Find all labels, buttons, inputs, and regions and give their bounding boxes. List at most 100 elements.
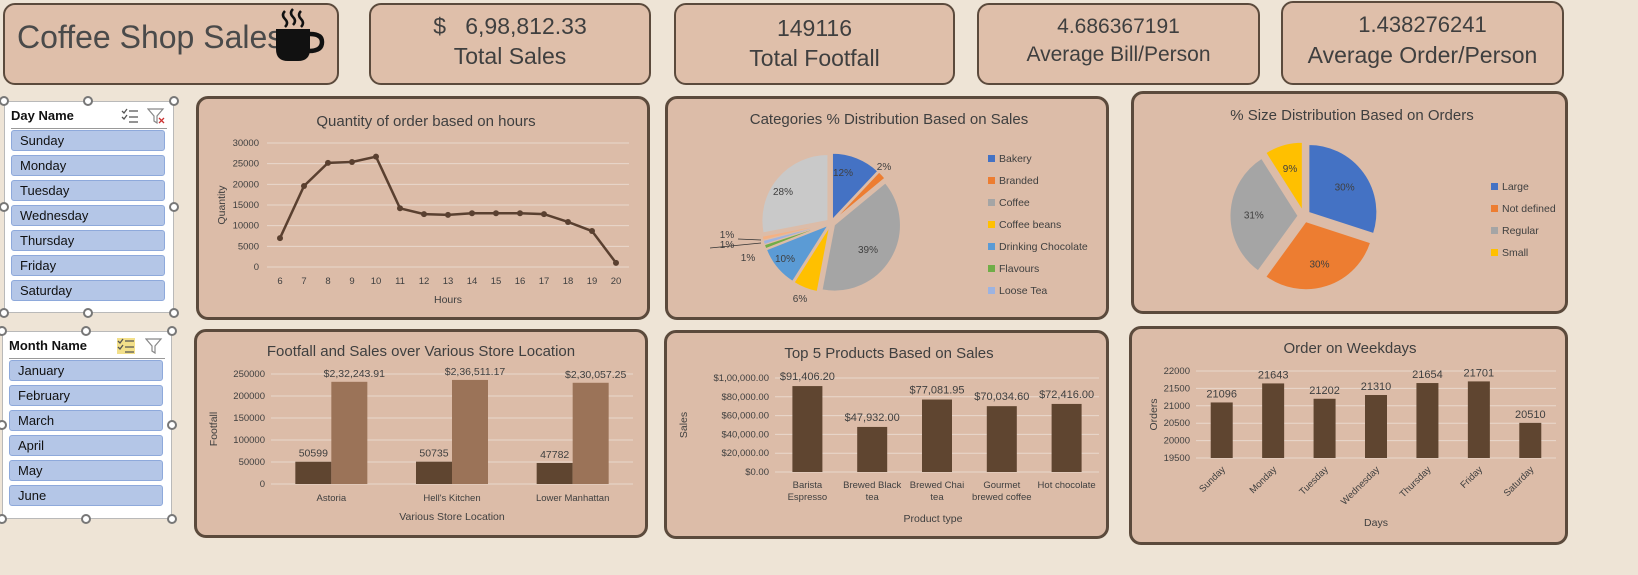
clear-filter-icon[interactable] [145,338,163,354]
resize-handle[interactable] [81,514,91,524]
slicer-divider [11,128,167,129]
slicer-item-friday[interactable]: Friday [11,255,165,276]
clear-filter-icon[interactable] [147,108,165,124]
data-label: 21202 [1309,385,1340,397]
pie-slice [821,182,901,292]
day-name-slicer[interactable]: Day Name Sunday Monday Tuesday Wednesday… [4,101,174,313]
slicer-item-january[interactable]: January [9,360,163,381]
x-tick-label: Tuesday [1297,464,1330,497]
slicer-item-sunday[interactable]: Sunday [11,130,165,151]
slicer-item-wednesday[interactable]: Wednesday [11,205,165,226]
data-label: 21654 [1412,369,1443,381]
resize-handle[interactable] [0,308,9,318]
slicer-item-february[interactable]: February [9,385,163,406]
x-tick-label: 7 [301,276,306,287]
bar [1313,398,1336,458]
y-tick-label: 150000 [233,413,265,424]
kpi-value: 4.686367191 [1057,15,1180,38]
y-tick-label: $60,000.00 [721,411,769,422]
legend-swatch [988,287,995,294]
y-tick-label: 21500 [1164,383,1190,394]
y-tick-label: 20500 [1164,418,1190,429]
x-tick-label: 12 [419,276,430,287]
data-label: 10% [775,254,795,265]
data-label: 28% [773,187,793,198]
resize-handle[interactable] [0,514,7,524]
slicer-item-march[interactable]: March [9,410,163,431]
chart-title: Order on Weekdays [1283,340,1416,357]
slicer-title: Month Name [9,338,87,353]
resize-handle[interactable] [167,326,177,336]
data-label: 20510 [1515,409,1546,421]
slicer-item-thursday[interactable]: Thursday [11,230,165,251]
bar [1467,381,1490,458]
resize-handle[interactable] [83,308,93,318]
bar [857,426,888,472]
y-tick-label: 5000 [238,241,259,252]
resize-handle[interactable] [0,96,9,106]
pie-slice [833,171,886,221]
legend-swatch [988,199,995,206]
slicer-item-monday[interactable]: Monday [11,155,165,176]
x-tick-label: 8 [325,276,330,287]
y-tick-label: 100000 [233,435,265,446]
data-label: 50599 [299,448,328,460]
x-axis-title: Hours [434,294,462,306]
x-tick-label: Friday [1459,464,1486,491]
slicer-item-tuesday[interactable]: Tuesday [11,180,165,201]
y-tick-label: 25000 [233,159,259,170]
resize-handle[interactable] [167,514,177,524]
resize-handle[interactable] [0,202,9,212]
locations-bar-chart-panel: Footfall and Sales over Various Store Lo… [194,329,648,538]
data-point [301,182,307,189]
data-point [397,205,403,212]
legend-label: Loose Tea [999,285,1047,297]
slicer-item-april[interactable]: April [9,435,163,456]
y-axis-title: Orders [1148,398,1160,430]
title-card: Coffee Shop Sales [3,3,339,85]
x-axis-title: Product type [904,513,963,525]
legend-label: Large [1502,181,1529,193]
legend-label: Branded [999,175,1039,187]
kpi-label: Average Bill/Person [1026,43,1211,67]
legend-label: Not defined [1502,203,1556,215]
data-label: 21643 [1258,369,1289,381]
month-name-slicer[interactable]: Month Name January February March April … [2,331,172,519]
pie-slice [1265,221,1372,291]
resize-handle[interactable] [83,96,93,106]
resize-handle[interactable] [0,420,7,430]
multi-select-icon[interactable] [121,108,139,124]
resize-handle[interactable] [81,326,91,336]
x-tick-label: Hell's Kitchen [423,493,480,504]
slicer-item-june[interactable]: June [9,485,163,506]
kpi-value: 149116 [776,15,853,41]
weekdays-bar-chart: Order on Weekdays 19500 20000 20500 21000 215… [1148,340,1556,529]
data-label: $91,406.20 [780,371,835,383]
resize-handle[interactable] [169,96,179,106]
y-tick-label: $1,00,000.00 [714,373,769,384]
bar [1262,383,1285,458]
bar [986,406,1017,472]
hours-line-chart-panel: Quantity of order based on hours 0 5000 100… [196,96,650,320]
y-tick-label: 21000 [1164,401,1190,412]
data-label: 30% [1335,182,1355,193]
data-label: 31% [1244,210,1264,221]
sizes-pie-chart: % Size Distribution Based on Orders 30% 30… [1229,107,1556,291]
legend-swatch [1491,183,1498,190]
slicer-item-saturday[interactable]: Saturday [11,280,165,301]
resize-handle[interactable] [169,308,179,318]
resize-handle[interactable] [0,326,7,336]
bar [1210,402,1233,458]
multi-select-icon[interactable] [117,338,135,354]
x-tick-label: 14 [467,276,478,287]
slicer-item-may[interactable]: May [9,460,163,481]
legend-label: Bakery [999,153,1032,165]
kpi-label: Total Sales [453,43,567,70]
resize-handle[interactable] [167,420,177,430]
y-tick-label: 250000 [233,369,265,380]
data-label: $70,034.60 [974,391,1029,403]
pie-slice [793,226,831,293]
legend-label: Regular [1502,225,1539,237]
data-point [541,211,547,218]
resize-handle[interactable] [169,202,179,212]
